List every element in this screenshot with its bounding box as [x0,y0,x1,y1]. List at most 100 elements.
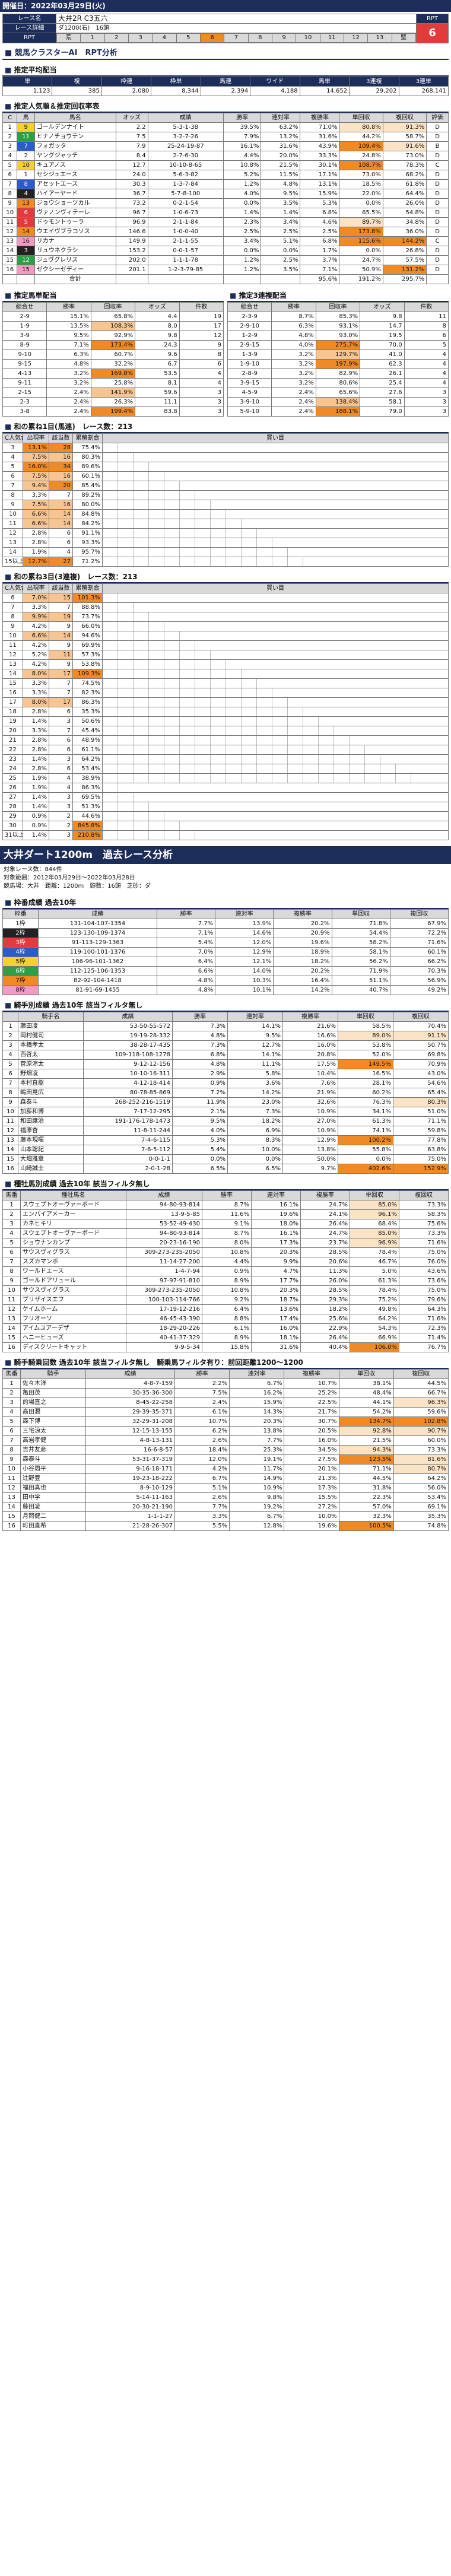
table-cell: 173.8% [339,227,383,237]
grid-slot [257,698,272,707]
table-cell: 加藤和博 [18,1107,84,1117]
table-cell: 4.8% [261,179,301,189]
table-cell: 2.6% [174,1435,230,1446]
column-header: オッズ [360,302,405,312]
table-row: 16 山崎誠士 2-0-1-28 6.5% 6.5% 9.7% 402.6% 152.9% [2,1164,449,1174]
table-cell: 58.7% [382,132,427,142]
table-cell: 8-45-22-258 [85,1397,175,1408]
table-cell: 6 [2,1247,21,1257]
horse-name: ヴァノンヴィテーレ [34,208,116,218]
table-cell: 16 [2,1164,18,1174]
grid-slot [164,745,180,754]
table-cell: 14 [2,1145,18,1155]
grid-slot [134,548,149,557]
table-cell: 188.1% [315,406,361,417]
grid-slot [180,679,195,688]
grid-slot [242,745,257,754]
table-cell: 109.4% [339,141,383,151]
total-cell [147,274,224,284]
table-cell: 10.7% [284,1378,339,1389]
combination-grid [102,707,449,717]
table-cell: 80.6% [315,378,361,388]
table-cell: 40.7% [331,985,390,995]
table-cell: 34.5% [284,1445,339,1455]
table-cell: 13.8% [282,1145,338,1155]
grid-slot [149,472,164,481]
table-cell: 75.6% [399,1219,449,1229]
column-header: 騎手 [20,1369,86,1379]
table-cell: 63.8% [393,1145,449,1155]
table-cell: 119-100-101-1376 [38,947,157,957]
table-cell: 29 [2,811,23,821]
table-cell: 27.5% [284,1454,339,1465]
table-cell: 4.2% [23,621,49,631]
grid-slot [272,755,288,764]
grid-slot [149,745,164,754]
list-item: 13 2.8% 6 93.3% [2,538,449,548]
grid-slot [211,764,226,773]
horse-name: ジュヴグレリス [34,255,116,265]
combination-grid [102,631,449,641]
table-cell: 山崎誠士 [18,1164,84,1174]
table-cell: 53-31-37-319 [85,1454,175,1465]
grid-slot [242,736,257,745]
grid-slot [180,726,195,735]
table-cell: 19.2% [229,1502,285,1512]
table-cell: 44.1% [338,1397,394,1408]
grid-slot [149,717,164,726]
table-cell: 11-14-27-200 [126,1257,202,1267]
grid-slot [134,717,149,726]
grid-slot [288,717,303,726]
grid-slot [180,831,195,840]
table-cell: 6.3% [46,350,91,360]
table-cell: 18.2% [300,1304,350,1314]
grid-slot [303,717,319,726]
table-cell: 17 [49,697,73,707]
table-row: 11 辻野豊 19-23-18-222 6.7% 14.9% 21.3% 44.5% 64.2… [2,1473,449,1484]
table-cell: 月岡健二 [20,1511,86,1522]
table-cell: サウスヴィグラス [20,1247,126,1257]
table-cell: D [426,208,449,218]
grid-slot [103,812,118,821]
table-cell: 11 [17,132,35,142]
grid-slot [164,736,180,745]
table-cell: 54.3% [350,1323,399,1333]
table-cell: 10.9% [229,1483,285,1493]
table-cell: 108.3% [90,321,136,331]
column-header: 騎手名 [18,1012,84,1022]
table-cell: 141.9% [90,387,136,398]
grid-slot [149,831,164,840]
grid-slot [149,538,164,547]
table-cell: 3 [2,141,18,151]
table-cell: 9.8% [229,1492,285,1503]
race-name-label: レース名 [2,14,56,24]
table-cell: 53.4% [72,764,103,774]
grid-slot [164,557,180,566]
table-cell: 4-8-13-131 [85,1435,175,1446]
table-cell: 10.8% [202,1247,252,1257]
table-cell: 9-9-5-34 [126,1342,202,1352]
table-cell: 13.9% [215,919,274,929]
table-cell: 18.1% [251,1333,301,1343]
table-cell: 84.2% [72,519,103,529]
combination-grid [102,621,449,631]
grid-slot [242,707,257,716]
grid-slot [272,717,288,726]
table-cell: ケイムホーム [20,1304,126,1314]
grid-slot [180,557,195,566]
table-cell: 7.7% [229,1435,285,1446]
grid-slot [134,688,149,697]
grid-slot [118,745,134,754]
table-cell: 1-3-7-84 [147,179,224,189]
table-cell: 129.7% [315,350,361,360]
table-cell: 0.0% [338,1154,393,1164]
grid-slot [103,793,118,802]
table-cell: 2.4% [271,406,316,417]
table-cell: 54.8% [382,208,427,218]
table-cell: 17.7% [251,1276,301,1286]
column-header: 成績 [147,113,224,123]
grid-slot [149,688,164,697]
table-cell: 56.2% [331,957,390,967]
combination-grid [102,678,449,688]
combination-grid [102,726,449,736]
